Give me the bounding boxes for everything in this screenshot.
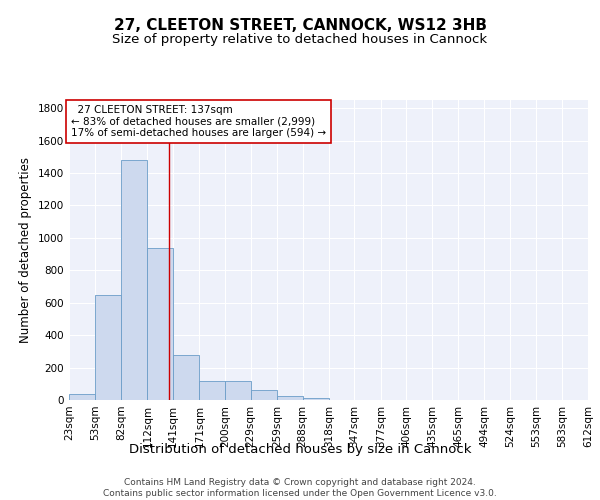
Bar	[95, 294, 121, 400]
Bar	[225, 380, 251, 400]
Y-axis label: Number of detached properties: Number of detached properties	[19, 157, 32, 343]
Bar	[277, 396, 302, 400]
Bar	[173, 354, 199, 400]
Bar	[302, 398, 329, 400]
Text: 27 CLEETON STREET: 137sqm
← 83% of detached houses are smaller (2,999)
17% of se: 27 CLEETON STREET: 137sqm ← 83% of detac…	[71, 105, 326, 138]
Bar	[148, 248, 173, 400]
Text: Size of property relative to detached houses in Cannock: Size of property relative to detached ho…	[112, 32, 488, 46]
Bar	[69, 394, 95, 400]
Bar	[199, 380, 225, 400]
Bar	[251, 390, 277, 400]
Text: Contains HM Land Registry data © Crown copyright and database right 2024.
Contai: Contains HM Land Registry data © Crown c…	[103, 478, 497, 498]
Text: 27, CLEETON STREET, CANNOCK, WS12 3HB: 27, CLEETON STREET, CANNOCK, WS12 3HB	[113, 18, 487, 32]
Bar	[121, 160, 148, 400]
Text: Distribution of detached houses by size in Cannock: Distribution of detached houses by size …	[129, 442, 471, 456]
